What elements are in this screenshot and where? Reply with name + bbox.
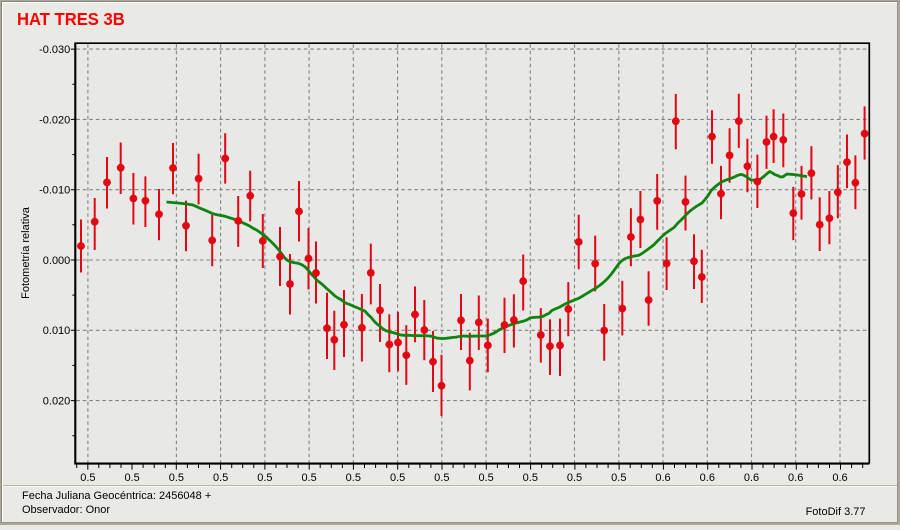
svg-text:0.6: 0.6 (744, 472, 759, 484)
svg-text:0.5: 0.5 (346, 472, 361, 484)
svg-text:-0.030: -0.030 (39, 44, 70, 56)
svg-text:0.6: 0.6 (788, 472, 803, 484)
svg-text:0.5: 0.5 (301, 472, 316, 484)
svg-text:0.5: 0.5 (478, 472, 493, 484)
svg-text:0.5: 0.5 (213, 472, 228, 484)
svg-text:-0.010: -0.010 (39, 185, 70, 197)
svg-text:0.010: 0.010 (43, 325, 71, 337)
svg-text:0.5: 0.5 (434, 472, 449, 484)
svg-text:0.000: 0.000 (43, 255, 71, 267)
svg-text:0.6: 0.6 (655, 472, 670, 484)
svg-text:0.5: 0.5 (567, 472, 582, 484)
svg-text:0.5: 0.5 (257, 472, 272, 484)
svg-text:0.6: 0.6 (832, 472, 847, 484)
svg-text:-0.020: -0.020 (39, 114, 70, 126)
svg-text:0.5: 0.5 (390, 472, 405, 484)
svg-text:0.5: 0.5 (523, 472, 538, 484)
svg-text:0.5: 0.5 (611, 472, 626, 484)
svg-text:0.6: 0.6 (700, 472, 715, 484)
svg-text:0.5: 0.5 (80, 472, 95, 484)
svg-text:Fotometría relativa: Fotometría relativa (20, 206, 32, 299)
svg-text:0.5: 0.5 (124, 472, 139, 484)
svg-text:0.020: 0.020 (43, 396, 71, 408)
svg-text:0.5: 0.5 (169, 472, 184, 484)
